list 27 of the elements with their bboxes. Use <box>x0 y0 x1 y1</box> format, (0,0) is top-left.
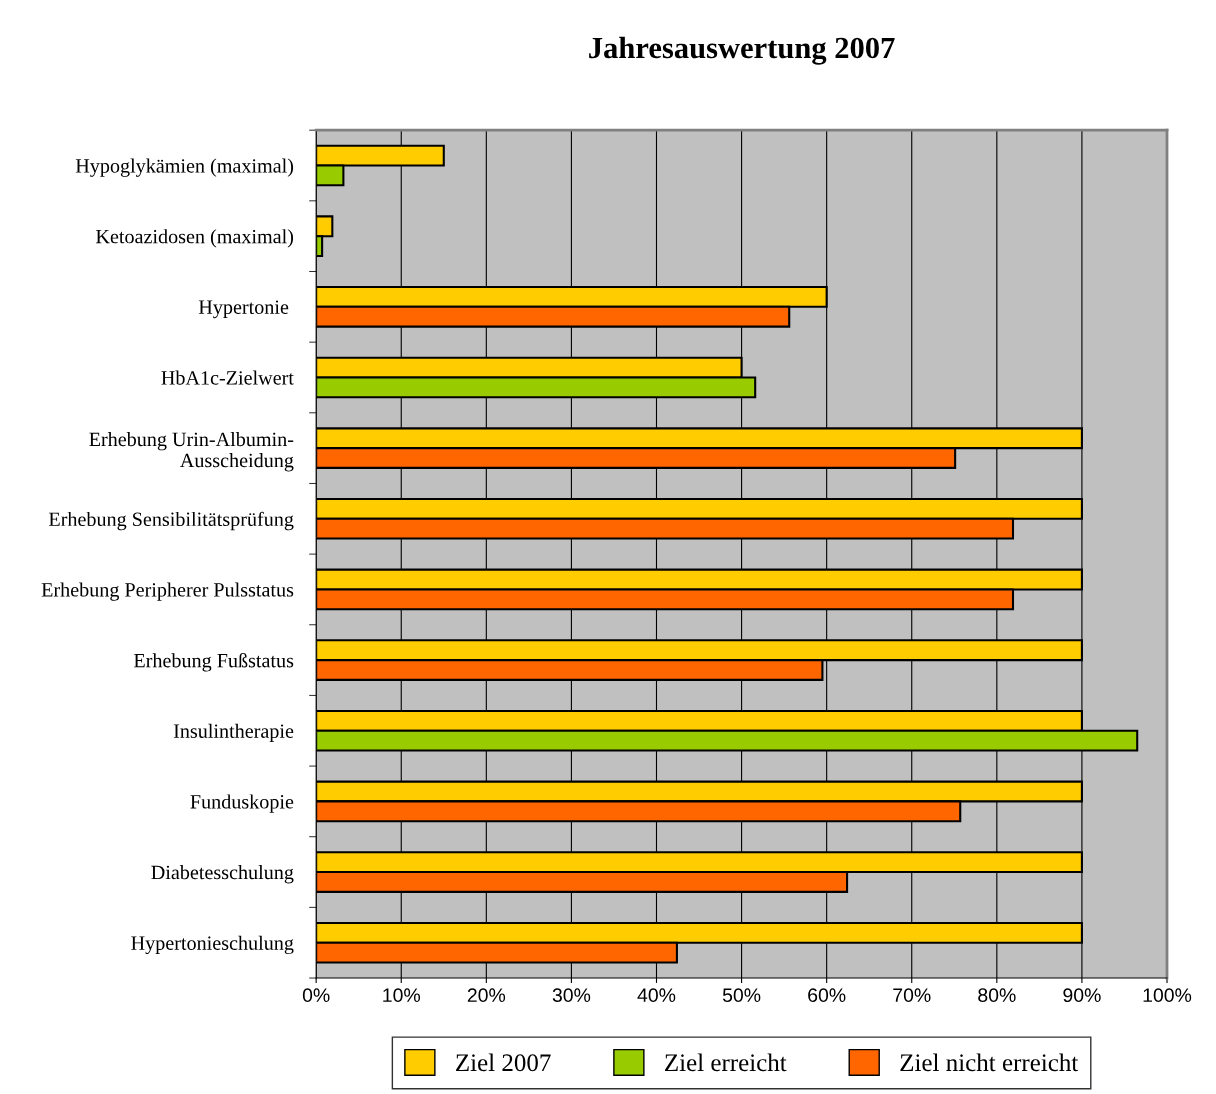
x-tick-label: 60% <box>808 988 846 1003</box>
y-tick-label: Ketoazidosen (maximal) <box>95 229 294 248</box>
x-tick-label: 0% <box>302 988 330 1003</box>
legend-label: Ziel erreicht <box>665 1053 787 1072</box>
x-tick-label: 70% <box>893 988 931 1003</box>
chart-title: Jahresauswertung 2007 <box>589 36 895 65</box>
x-tick-label: 100% <box>1143 988 1192 1003</box>
y-tick-label: Erhebung Fußstatus <box>133 653 294 672</box>
legend-label: Ziel nicht erreicht <box>900 1053 1079 1072</box>
legend-label: Ziel 2007 <box>456 1053 551 1072</box>
y-tick-label: Hypertonie <box>198 300 289 319</box>
x-tick-label: 20% <box>467 988 506 1003</box>
y-tick-label: Insulintherapie <box>173 723 294 743</box>
y-tick-label: Erhebung Urin-Albumin- Ausscheidung <box>89 431 294 472</box>
x-tick-label: 40% <box>637 988 676 1003</box>
y-tick-label: Erhebung Sensibilitätsprüfung <box>48 511 294 531</box>
x-tick-label: 10% <box>383 988 421 1003</box>
y-tick-label: HbA1c-Zielwert <box>161 370 294 385</box>
x-tick-label: 50% <box>722 988 761 1003</box>
y-tick-label: Hypoglykämien (maximal) <box>75 158 294 177</box>
y-tick-label: Diabetesschulung <box>151 865 294 884</box>
y-tick-label: Funduskopie <box>190 794 294 813</box>
y-tick-label: Hypertonieschulung <box>131 935 294 955</box>
x-tick-label: 30% <box>552 988 591 1003</box>
x-tick-label: 80% <box>978 988 1016 1003</box>
x-tick-label: 90% <box>1063 988 1101 1003</box>
y-tick-label: Erhebung Peripherer Pulsstatus <box>41 582 294 601</box>
